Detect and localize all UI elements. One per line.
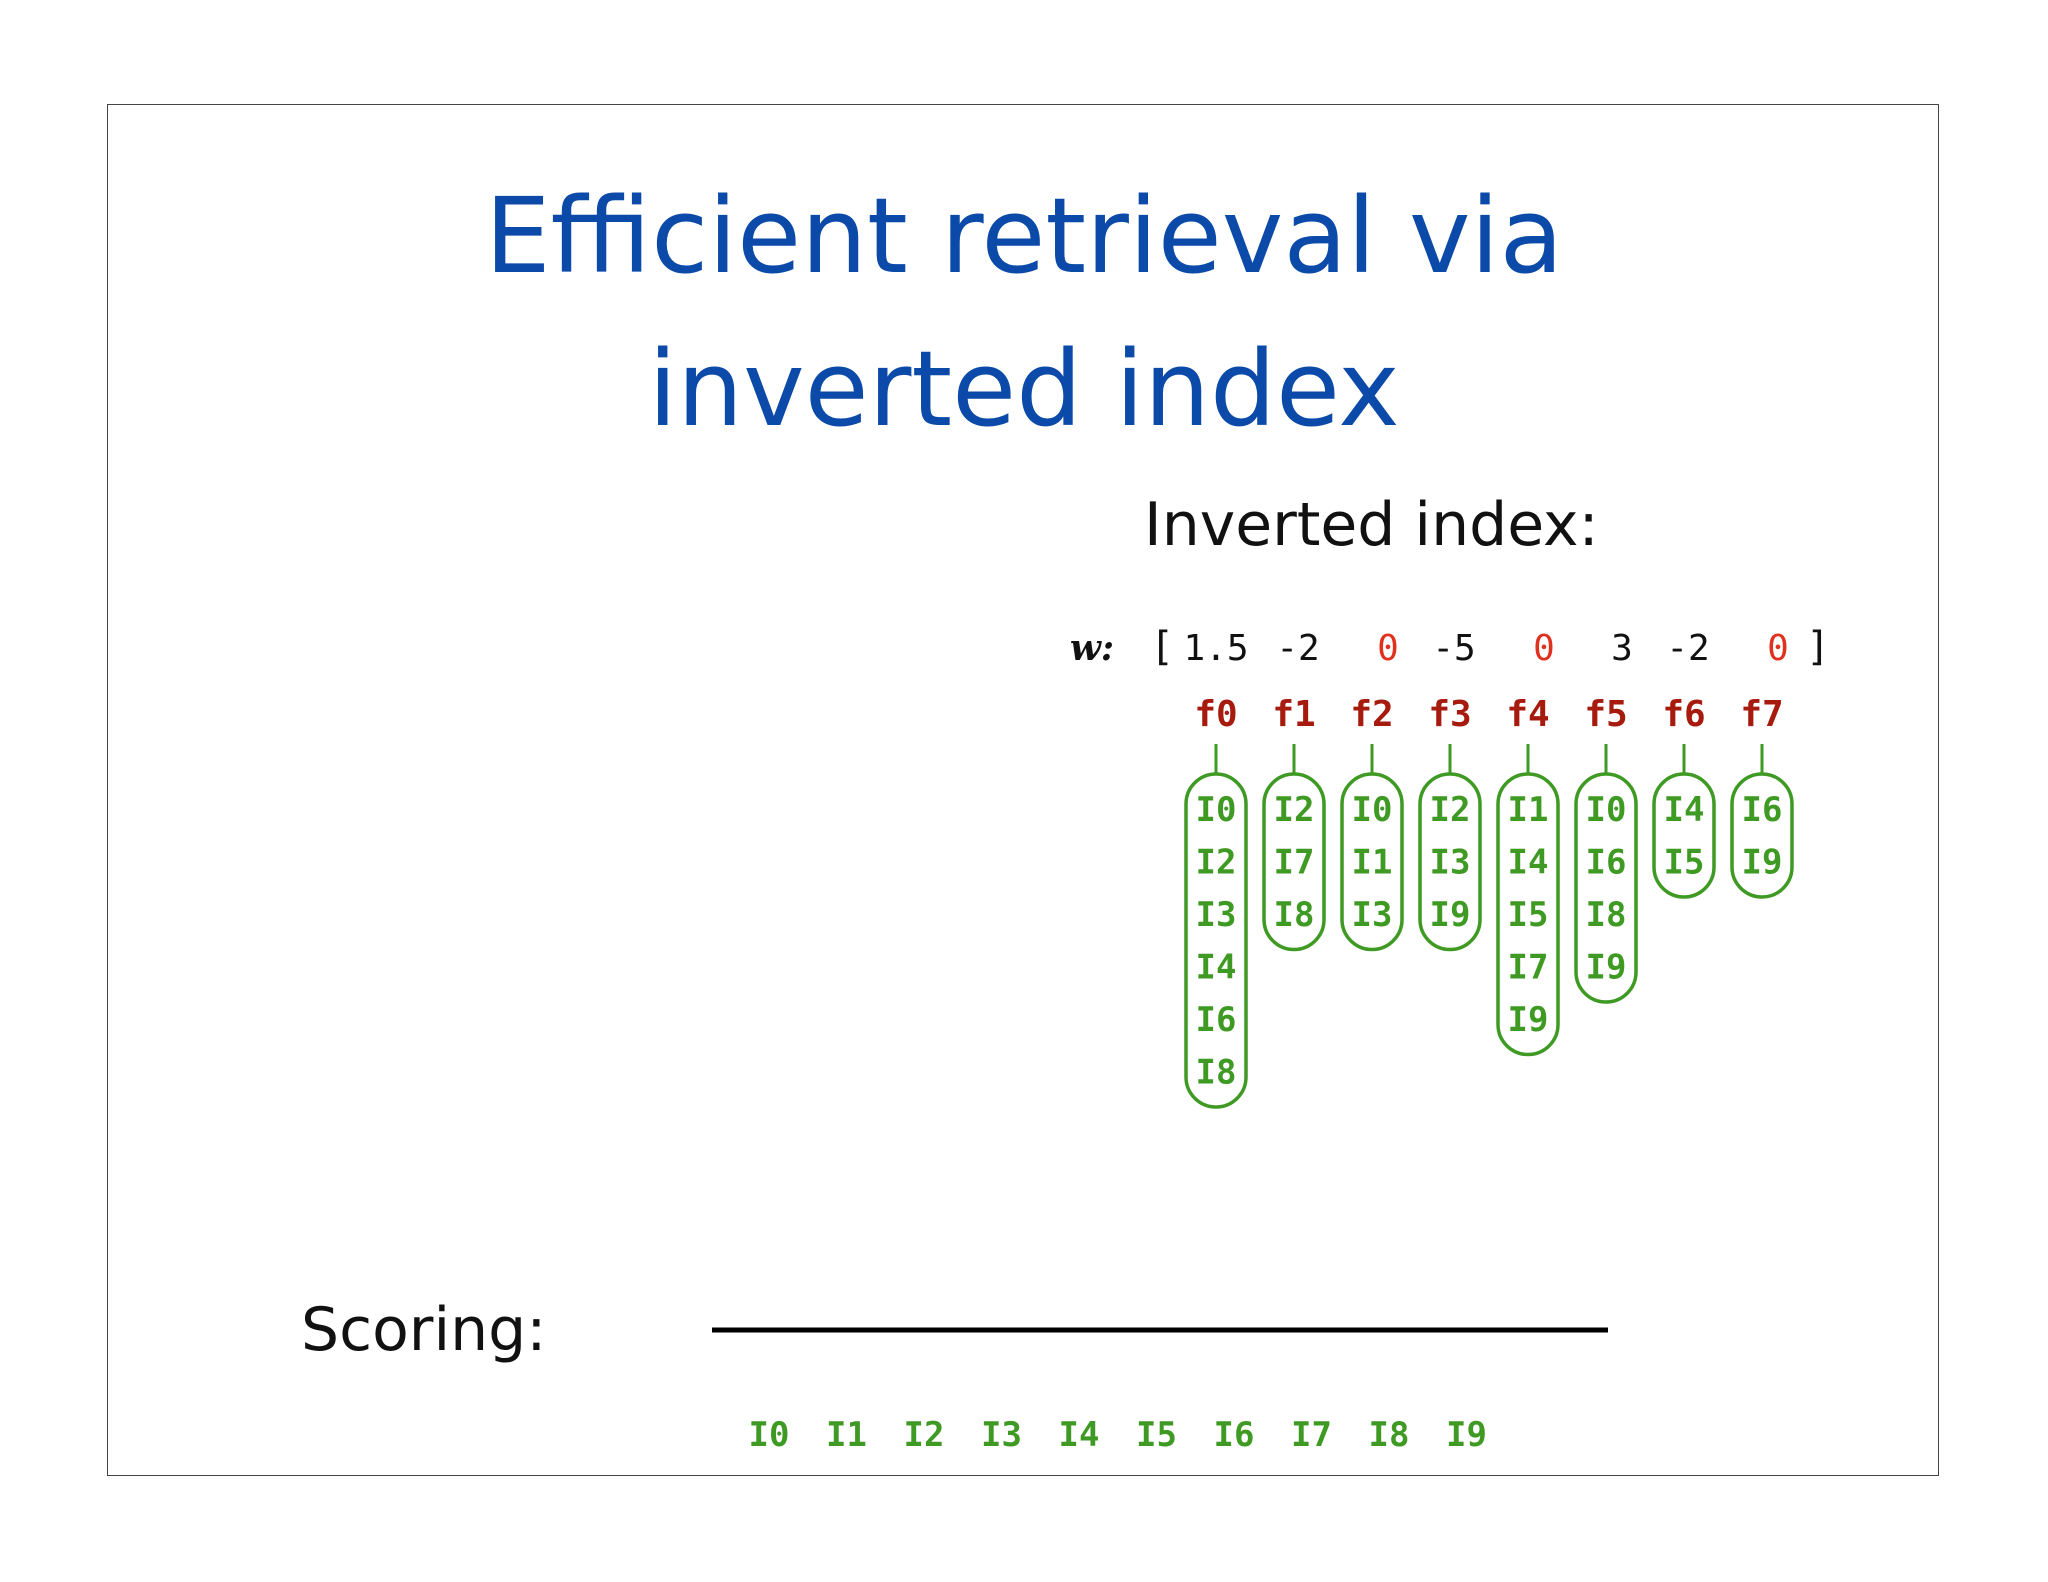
- feature-label: f4: [1506, 694, 1549, 735]
- posting-item: I2: [1430, 790, 1471, 830]
- posting-item: I0: [1352, 790, 1393, 830]
- posting-list-box: [1184, 772, 1248, 1109]
- scoring-item: I8: [1369, 1415, 1410, 1455]
- posting-item: I6: [1586, 843, 1627, 883]
- weight-value: 0: [1377, 628, 1399, 669]
- posting-item: I5: [1508, 895, 1549, 935]
- posting-list-box: [1496, 772, 1560, 1057]
- posting-item: I5: [1664, 843, 1705, 883]
- posting-list-box: [1418, 772, 1482, 952]
- slide-title-line-1: Efficient retrieval via: [484, 175, 1564, 297]
- feature-label: f0: [1194, 694, 1237, 735]
- feature-label: f5: [1584, 694, 1627, 735]
- scoring-item: I5: [1136, 1415, 1177, 1455]
- scoring-item: I9: [1446, 1415, 1487, 1455]
- scoring-item: I7: [1291, 1415, 1332, 1455]
- weight-value: -2: [1276, 628, 1319, 669]
- posting-list-box: [1340, 772, 1404, 952]
- scoring-item: I3: [981, 1415, 1022, 1455]
- posting-item: I8: [1274, 895, 1315, 935]
- weight-value: 0: [1533, 628, 1555, 669]
- feature-label: f6: [1662, 694, 1705, 735]
- weight-open-bracket: [: [1150, 624, 1174, 670]
- posting-item: I8: [1196, 1053, 1237, 1093]
- posting-list-box: [1574, 772, 1638, 1004]
- posting-item: I6: [1196, 1000, 1237, 1040]
- posting-item: I4: [1196, 948, 1237, 988]
- weight-vector-label: w:: [1070, 627, 1114, 669]
- posting-item: I0: [1196, 790, 1237, 830]
- weight-close-bracket: ]: [1806, 624, 1830, 670]
- posting-list-box: [1730, 772, 1794, 899]
- posting-item: I3: [1196, 895, 1237, 935]
- feature-label: f2: [1350, 694, 1393, 735]
- scoring-label: Scoring:: [301, 1295, 547, 1365]
- posting-item: I4: [1508, 843, 1549, 883]
- posting-item: I8: [1586, 895, 1627, 935]
- posting-item: I9: [1586, 948, 1627, 988]
- weight-value: 3: [1611, 628, 1633, 669]
- posting-item: I2: [1274, 790, 1315, 830]
- feature-label: f7: [1740, 694, 1783, 735]
- scoring-item: I2: [904, 1415, 945, 1455]
- posting-item: I9: [1430, 895, 1471, 935]
- scoring-item: I4: [1059, 1415, 1100, 1455]
- posting-item: I9: [1742, 843, 1783, 883]
- posting-item: I3: [1430, 843, 1471, 883]
- posting-item: I3: [1352, 895, 1393, 935]
- weight-value: -5: [1432, 628, 1475, 669]
- inverted-index-heading: Inverted index:: [1144, 490, 1599, 560]
- posting-item: I4: [1664, 790, 1705, 830]
- posting-item: I7: [1508, 948, 1549, 988]
- feature-label: f3: [1428, 694, 1471, 735]
- posting-item: I7: [1274, 843, 1315, 883]
- posting-list-box: [1262, 772, 1326, 952]
- scoring-item: I0: [749, 1415, 790, 1455]
- weight-value: -2: [1666, 628, 1709, 669]
- posting-item: I1: [1508, 790, 1549, 830]
- weight-value: 1.5: [1183, 628, 1248, 669]
- posting-item: I1: [1352, 843, 1393, 883]
- slide-title-line-2: inverted index: [648, 328, 1400, 450]
- weight-value: 0: [1767, 628, 1789, 669]
- posting-item: I0: [1586, 790, 1627, 830]
- posting-list-box: [1652, 772, 1716, 899]
- posting-item: I2: [1196, 843, 1237, 883]
- scoring-item: I6: [1214, 1415, 1255, 1455]
- scoring-item: I1: [826, 1415, 867, 1455]
- posting-item: I9: [1508, 1000, 1549, 1040]
- posting-item: I6: [1742, 790, 1783, 830]
- feature-label: f1: [1272, 694, 1315, 735]
